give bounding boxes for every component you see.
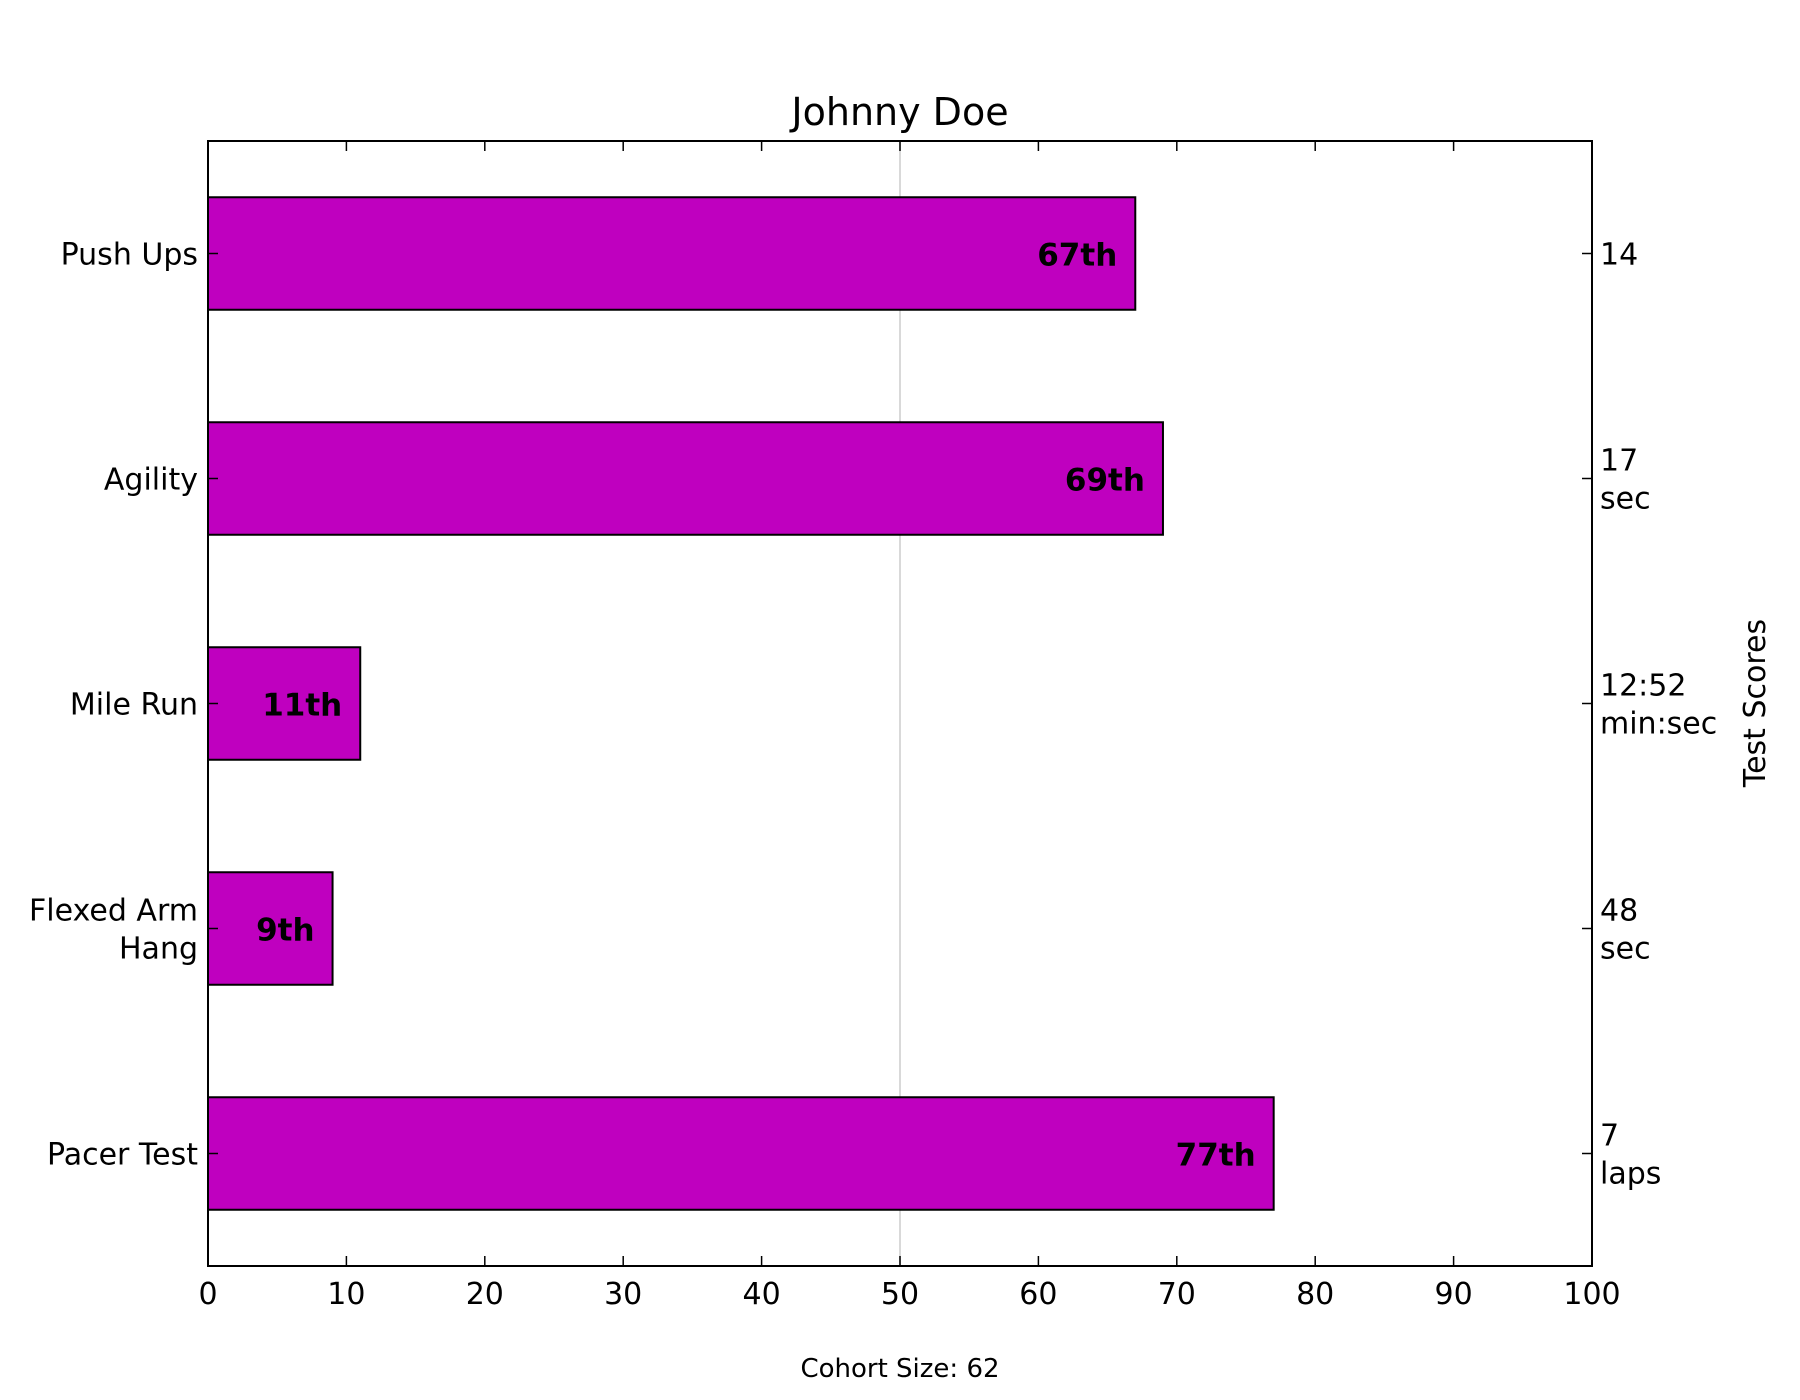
x-tick-label: 0: [198, 1277, 217, 1312]
x-tick-label: 80: [1296, 1277, 1334, 1312]
right-y-axis-label: Test Scores: [1738, 619, 1773, 788]
score-label: 7 laps: [1600, 1119, 1661, 1192]
x-tick-label: 100: [1563, 1277, 1620, 1312]
bar-value-label: 77th: [1176, 1138, 1256, 1174]
category-label: Mile Run: [70, 688, 198, 723]
bar-value-label: 67th: [1037, 238, 1117, 274]
score-label: 12:52 min:sec: [1600, 669, 1717, 742]
bar-value-label: 9th: [256, 913, 314, 949]
bar: [207, 1096, 1275, 1211]
category-label: Flexed Arm Hang: [29, 894, 198, 967]
x-tick-label: 30: [604, 1277, 642, 1312]
bar: [207, 871, 334, 986]
bar: [207, 421, 1164, 536]
bar: [207, 196, 1137, 311]
x-tick-label: 10: [327, 1277, 365, 1312]
x-tick-label: 60: [1019, 1277, 1057, 1312]
x-tick-label: 40: [743, 1277, 781, 1312]
score-label: 14: [1600, 238, 1638, 273]
category-label: Pacer Test: [47, 1138, 198, 1173]
x-tick-label: 90: [1435, 1277, 1473, 1312]
plot-area: 67th Push Ups 14 69th Agility 17 sec 11th Mile R…: [29, 140, 1717, 1312]
bar-value-label: 69th: [1065, 463, 1145, 499]
score-label: 17 sec: [1600, 444, 1651, 517]
x-tick-label: 50: [881, 1277, 919, 1312]
cohort-size-footer: Cohort Size: 62: [800, 1354, 999, 1384]
category-label: Push Ups: [61, 238, 198, 273]
x-tick-label: 20: [466, 1277, 504, 1312]
plot-frame: [207, 140, 1593, 1267]
chart-title: Johnny Doe: [789, 90, 1008, 134]
score-label: 48 sec: [1600, 894, 1651, 967]
x-tick-label: 70: [1158, 1277, 1196, 1312]
bar-value-label: 11th: [262, 688, 342, 724]
category-label: Agility: [104, 463, 198, 498]
